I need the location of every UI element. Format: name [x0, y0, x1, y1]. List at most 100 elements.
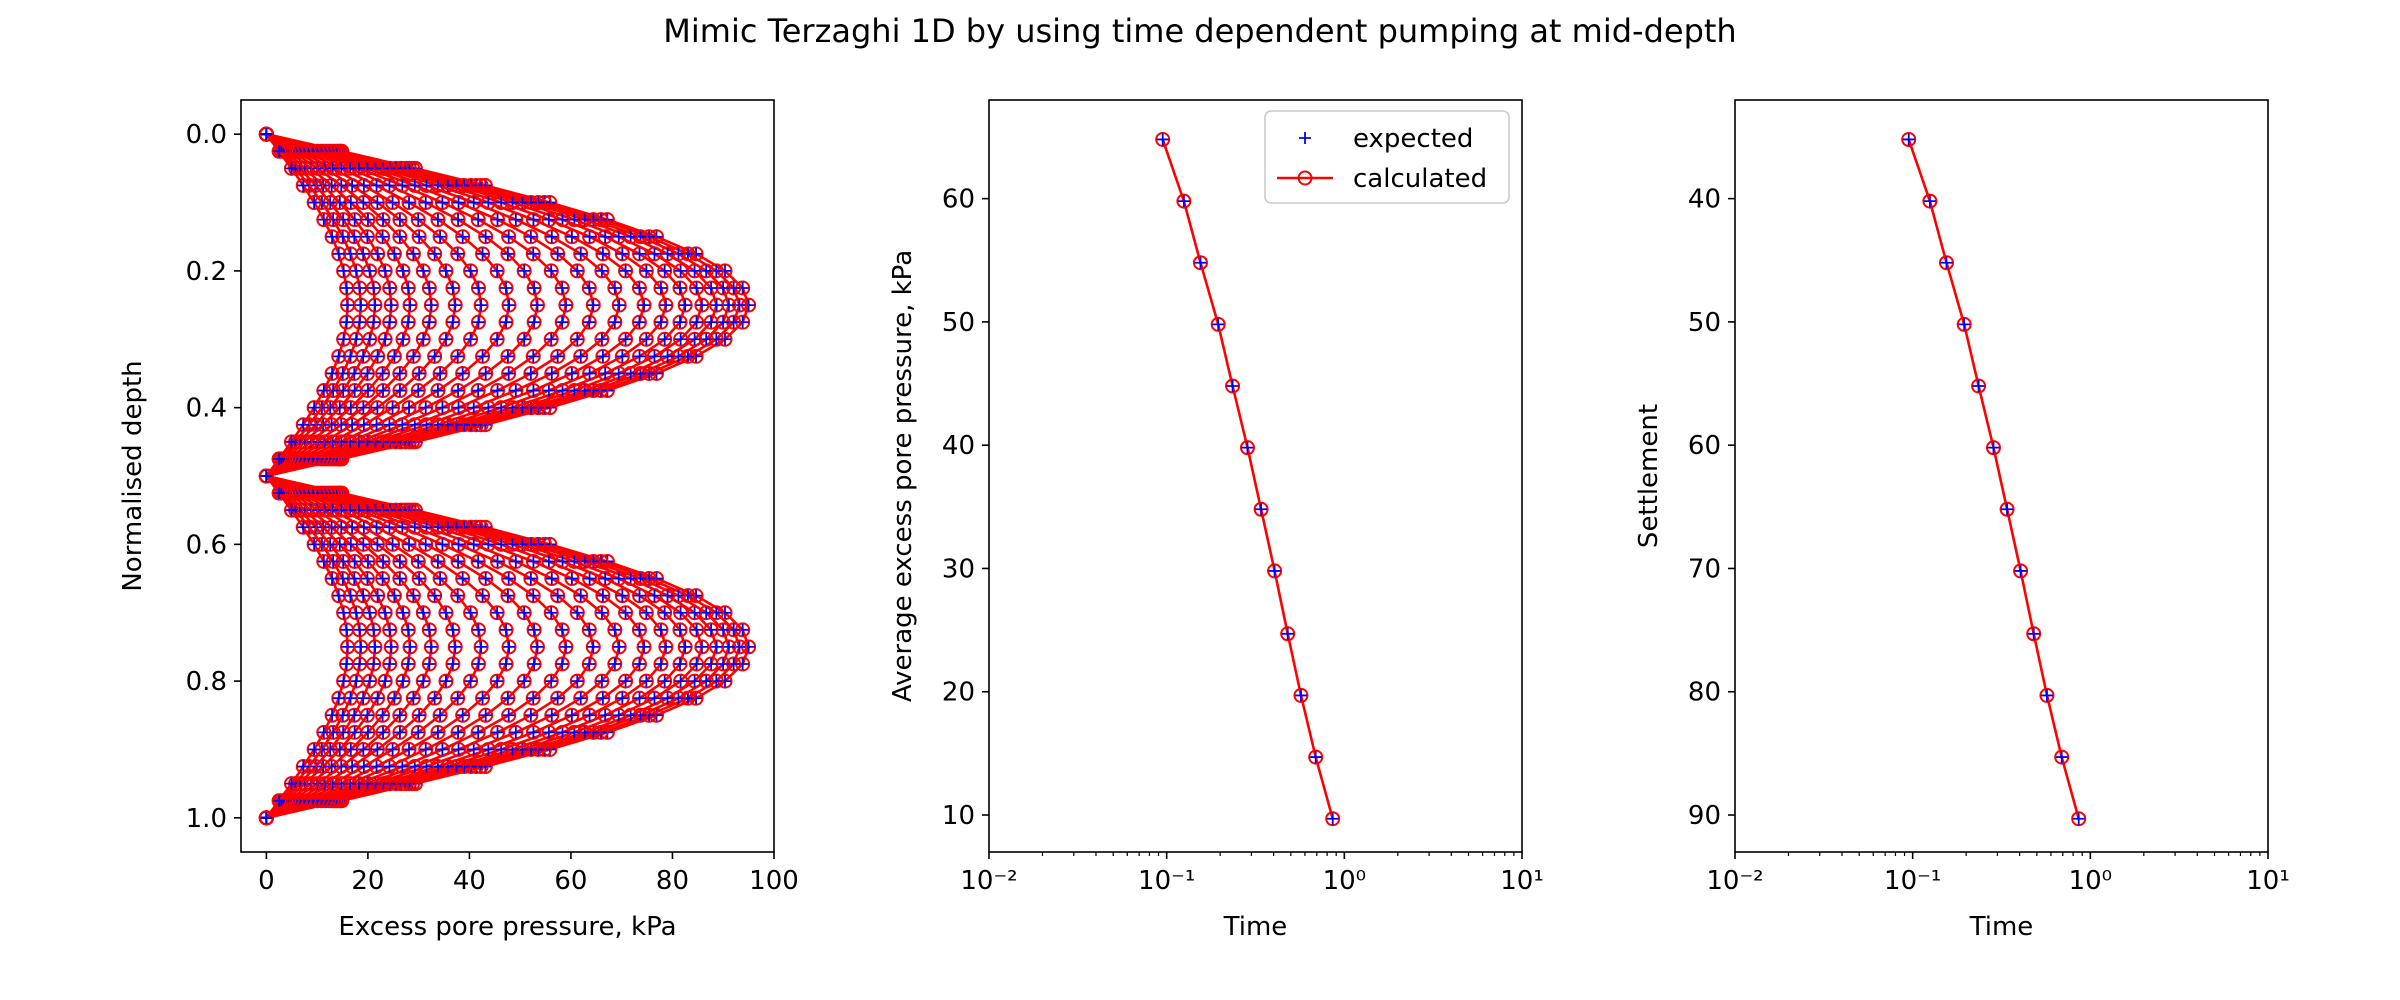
expected-point: [1958, 318, 1971, 331]
expected-point: [2001, 503, 2014, 516]
calculated-point: [525, 383, 541, 399]
calculated-point: [1155, 131, 1171, 147]
expected-point: [583, 709, 596, 722]
calculated-point: [632, 690, 648, 706]
expected-point: [612, 709, 625, 722]
expected-point: [608, 282, 621, 294]
expected-point: [624, 367, 637, 380]
y-tick-label: 60: [942, 185, 975, 215]
expected-point: [475, 640, 488, 653]
calculated-point: [400, 280, 416, 296]
calculated-point: [646, 348, 662, 364]
calculated-point: [526, 314, 542, 330]
calculated-point: [392, 571, 408, 587]
expected-point: [376, 572, 389, 585]
expected-point: [527, 726, 540, 739]
legend: expected calculated: [1264, 110, 1510, 204]
calculated-point: [687, 673, 703, 689]
expected-point: [524, 367, 537, 380]
calculated-point: [434, 400, 450, 416]
calculated-point: [550, 246, 566, 262]
expected-point: [396, 179, 409, 192]
x-tick-label: 10⁰: [1323, 866, 1367, 896]
average-pore-pressure-panel: 10⁻² 10⁻¹ 10⁰ 10¹ 10 20 30 40 50 60 Time Average ex…: [888, 99, 1544, 942]
calculated-point: [638, 331, 654, 347]
expected-point: [425, 640, 438, 653]
expected-point: [361, 384, 374, 397]
expected-point: [503, 299, 516, 312]
expected-point: [423, 316, 436, 329]
expected-point: [446, 282, 459, 294]
expected-point: [542, 726, 555, 739]
expected-point: [596, 589, 609, 602]
calculated-point: [501, 571, 517, 587]
calculated-point: [377, 331, 393, 347]
expected-point: [370, 760, 383, 773]
calculated-point: [618, 605, 634, 621]
expected-point: [545, 606, 558, 619]
expected-point: [2014, 564, 2027, 577]
calculated-point: [336, 673, 352, 689]
calculated-point: [1971, 378, 1987, 394]
expected-point: [545, 264, 558, 277]
calculated-point: [500, 690, 516, 706]
expected-point: [472, 726, 485, 739]
expected-point: [369, 299, 382, 312]
expected-point: [428, 692, 441, 705]
expected-point: [688, 264, 701, 277]
expected-point: [452, 196, 465, 209]
expected-point: [556, 384, 569, 397]
expected-point: [383, 316, 396, 329]
expected-point: [439, 606, 452, 619]
calculated-point: [526, 656, 542, 672]
calculated-point: [597, 707, 613, 723]
y-tick-label: 60: [1688, 431, 1721, 461]
expected-point: [357, 350, 370, 363]
calculated-point: [366, 280, 382, 296]
calculated-point: [478, 365, 494, 381]
expected-point: [542, 555, 555, 568]
calculated-point: [500, 588, 516, 604]
calculated-point: [375, 724, 391, 740]
expected-point: [434, 572, 447, 585]
y-axis-label: Average excess pore pressure, kPa: [888, 250, 918, 702]
calculated-point: [369, 741, 385, 757]
calculated-point: [544, 571, 560, 587]
expected-point: [371, 589, 384, 602]
expected-point: [419, 743, 432, 756]
expected-point: [451, 247, 464, 260]
expected-point: [353, 282, 366, 294]
expected-point: [383, 521, 396, 534]
expected-point: [654, 316, 667, 329]
expected-point: [273, 145, 286, 158]
calculated-point: [582, 229, 598, 245]
expected-point: [545, 367, 558, 380]
calculated-point: [478, 571, 494, 587]
calculated-point: [1239, 440, 1255, 456]
calculated-point: [295, 417, 311, 433]
calculated-point: [258, 810, 274, 826]
expected-point: [273, 452, 286, 465]
calculated-point: [618, 331, 634, 347]
expected-point: [379, 675, 392, 688]
expected-point: [583, 230, 596, 243]
calculated-point: [377, 263, 393, 279]
expected-point: [260, 470, 273, 482]
calculated-point: [672, 280, 688, 296]
expected-point: [363, 606, 376, 619]
expected-point: [402, 282, 415, 294]
expected-point: [383, 760, 396, 773]
expected-point: [1268, 564, 1281, 577]
calculated-point: [550, 690, 566, 706]
calculated-point: [573, 246, 589, 262]
expected-point: [491, 384, 504, 397]
expected-point: [587, 299, 600, 312]
expected-point: [388, 692, 401, 705]
calculated-point: [573, 588, 589, 604]
expected-point: [369, 640, 382, 653]
expected-point: [357, 692, 370, 705]
expected-point: [556, 726, 569, 739]
x-tick-label: 40: [453, 866, 486, 896]
calculated-point: [438, 673, 454, 689]
calculated-point: [377, 605, 393, 621]
